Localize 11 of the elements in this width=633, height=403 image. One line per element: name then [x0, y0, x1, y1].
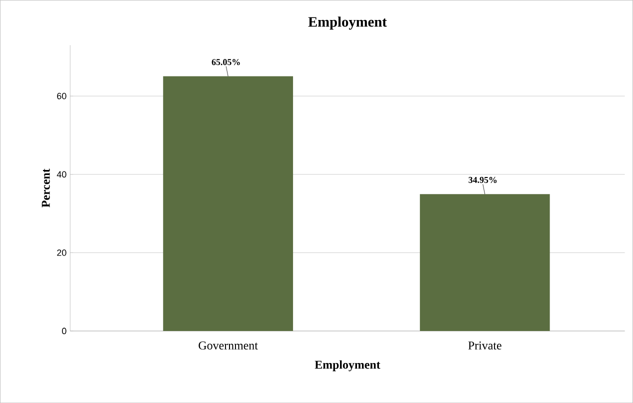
y-axis-title: Percent — [42, 168, 50, 208]
y-tick-label: 60 — [57, 92, 66, 100]
x-axis-title: Employment — [314, 360, 380, 372]
y-tick-label: 20 — [57, 249, 66, 256]
chart-title: Employment — [308, 16, 387, 30]
y-tick-label: 40 — [56, 171, 66, 178]
x-tick-label: Private — [468, 341, 502, 350]
x-tick-label: Government — [198, 341, 258, 350]
data-label: 65.05% — [212, 58, 240, 66]
y-tick-label: 0 — [62, 328, 66, 334]
data-label: 34.95% — [468, 176, 497, 183]
